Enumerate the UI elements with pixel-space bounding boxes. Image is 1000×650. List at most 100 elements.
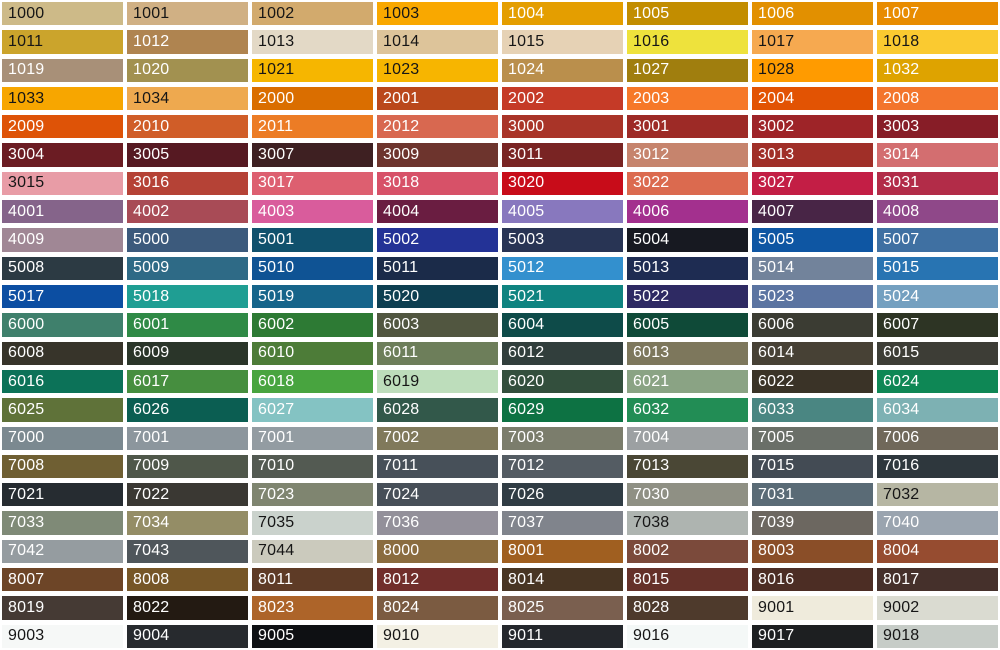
color-swatch-1006: 1006 <box>752 2 873 26</box>
color-swatch-7026: 7026 <box>502 483 623 507</box>
color-swatch-9016: 9016 <box>627 624 748 648</box>
color-swatch-6026: 6026 <box>127 398 248 422</box>
color-swatch-7001: 7001 <box>127 426 248 450</box>
color-swatch-5009: 5009 <box>127 256 248 280</box>
color-swatch-7000: 7000 <box>2 426 123 450</box>
color-swatch-6001: 6001 <box>127 313 248 337</box>
color-swatch-8008: 8008 <box>127 568 248 592</box>
color-swatch-9011: 9011 <box>502 624 623 648</box>
color-swatch-8015: 8015 <box>627 568 748 592</box>
color-swatch-3016: 3016 <box>127 171 248 196</box>
color-swatch-3003: 3003 <box>877 115 998 139</box>
color-swatch-8001: 8001 <box>502 539 623 564</box>
color-swatch-1012: 1012 <box>127 30 248 54</box>
color-swatch-1000: 1000 <box>2 2 123 26</box>
color-swatch-8028: 8028 <box>627 596 748 620</box>
color-swatch-1005: 1005 <box>627 2 748 26</box>
color-swatch-7012: 7012 <box>502 454 623 479</box>
color-swatch-9003: 9003 <box>2 624 123 648</box>
color-swatch-6004: 6004 <box>502 313 623 337</box>
color-swatch-1019: 1019 <box>2 58 123 82</box>
color-swatch-9002: 9002 <box>877 596 998 620</box>
color-swatch-1004: 1004 <box>502 2 623 26</box>
color-swatch-3004: 3004 <box>2 143 123 167</box>
color-swatch-7023: 7023 <box>252 483 373 507</box>
color-swatch-5015: 5015 <box>877 256 998 280</box>
color-swatch-6010: 6010 <box>252 341 373 365</box>
color-swatch-4009: 4009 <box>2 228 123 252</box>
color-swatch-8000: 8000 <box>377 539 498 564</box>
color-swatch-6008: 6008 <box>2 341 123 365</box>
color-swatch-1033: 1033 <box>2 86 123 111</box>
color-swatch-1001: 1001 <box>127 2 248 26</box>
color-swatch-6034: 6034 <box>877 398 998 422</box>
color-swatch-6020: 6020 <box>502 369 623 394</box>
color-swatch-4007: 4007 <box>752 200 873 224</box>
color-swatch-3007: 3007 <box>252 143 373 167</box>
color-swatch-5007: 5007 <box>877 228 998 252</box>
color-swatch-2002: 2002 <box>502 86 623 111</box>
color-swatch-6000: 6000 <box>2 313 123 337</box>
color-swatch-1018: 1018 <box>877 30 998 54</box>
color-swatch-5014: 5014 <box>752 256 873 280</box>
color-swatch-8007: 8007 <box>2 568 123 592</box>
color-swatch-6027-b: 6027 <box>252 398 373 422</box>
color-swatch-6015: 6015 <box>877 341 998 365</box>
color-swatch-4005: 4005 <box>502 200 623 224</box>
color-swatch-7013: 7013 <box>627 454 748 479</box>
color-swatch-5000: 5000 <box>127 228 248 252</box>
color-swatch-7037: 7037 <box>502 511 623 535</box>
color-swatch-5005: 5005 <box>752 228 873 252</box>
color-swatch-2012: 2012 <box>377 115 498 139</box>
color-swatch-6019: 6019 <box>377 369 498 394</box>
color-swatch-5010: 5010 <box>252 256 373 280</box>
color-swatch-5020: 5020 <box>377 284 498 309</box>
color-swatch-4001: 4001 <box>2 200 123 224</box>
color-swatch-1011: 1011 <box>2 30 123 54</box>
color-swatch-7010: 7010 <box>252 454 373 479</box>
color-swatch-7040: 7040 <box>877 511 998 535</box>
color-swatch-1020: 1020 <box>127 58 248 82</box>
color-swatch-7044: 7044 <box>252 539 373 564</box>
color-swatch-6003: 6003 <box>377 313 498 337</box>
color-swatch-8019: 8019 <box>2 596 123 620</box>
color-swatch-3031: 3031 <box>877 171 998 196</box>
color-swatch-8017: 8017 <box>877 568 998 592</box>
color-swatch-7008: 7008 <box>2 454 123 479</box>
color-swatch-1032: 1032 <box>877 58 998 82</box>
color-swatch-3020: 3020 <box>502 171 623 196</box>
color-swatch-8012: 8012 <box>377 568 498 592</box>
color-swatch-8004: 8004 <box>877 539 998 564</box>
color-swatch-3000: 3000 <box>502 115 623 139</box>
color-swatch-7011: 7011 <box>377 454 498 479</box>
color-swatch-7003: 7003 <box>502 426 623 450</box>
color-swatch-1027: 1027 <box>627 58 748 82</box>
color-swatch-9005: 9005 <box>252 624 373 648</box>
color-swatch-2001: 2001 <box>377 86 498 111</box>
color-swatch-6021: 6021 <box>627 369 748 394</box>
color-swatch-8014: 8014 <box>502 568 623 592</box>
color-swatch-9017: 9017 <box>752 624 873 648</box>
color-swatch-3027: 3027 <box>752 171 873 196</box>
color-swatch-6029: 6029 <box>502 398 623 422</box>
color-swatch-1028: 1028 <box>752 58 873 82</box>
color-swatch-6011: 6011 <box>377 341 498 365</box>
color-swatch-3002: 3002 <box>752 115 873 139</box>
color-swatch-5003: 5003 <box>502 228 623 252</box>
color-swatch-3013: 3013 <box>752 143 873 167</box>
color-swatch-8024: 8024 <box>377 596 498 620</box>
color-swatch-5022: 5022 <box>627 284 748 309</box>
color-swatch-1003: 1003 <box>377 2 498 26</box>
color-swatch-5018: 5018 <box>127 284 248 309</box>
color-swatch-1024: 1024 <box>502 58 623 82</box>
color-swatch-7033: 7033 <box>2 511 123 535</box>
color-swatch-1013: 1013 <box>252 30 373 54</box>
color-swatch-4006: 4006 <box>627 200 748 224</box>
color-swatch-5011: 5011 <box>377 256 498 280</box>
color-swatch-6016: 6016 <box>2 369 123 394</box>
color-swatch-2004: 2004 <box>752 86 873 111</box>
color-swatch-6028: 6028 <box>377 398 498 422</box>
color-swatch-7035: 7035 <box>252 511 373 535</box>
color-swatch-6014: 6014 <box>752 341 873 365</box>
